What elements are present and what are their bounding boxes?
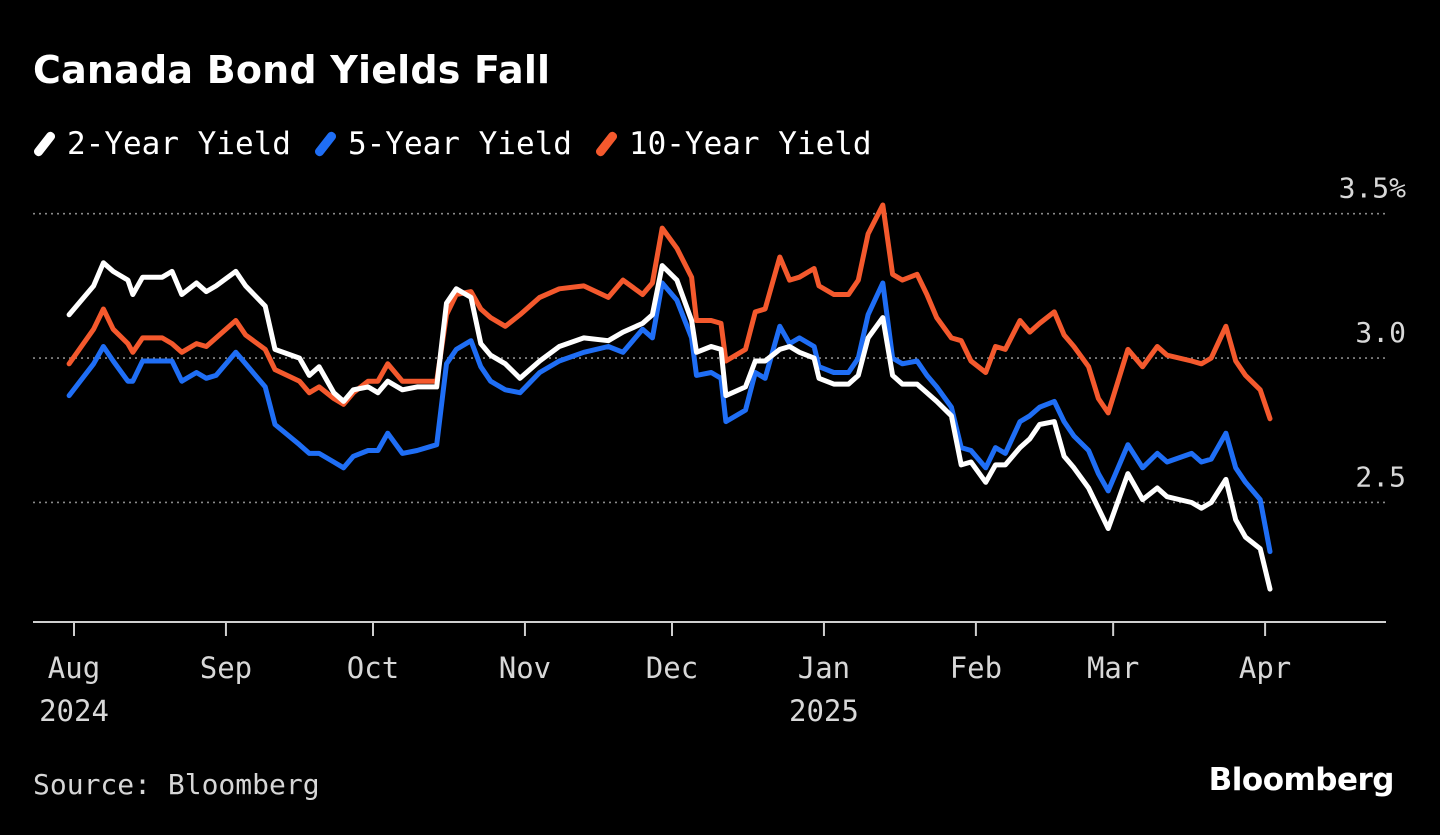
legend-label-5-year: 5-Year Yield: [347, 126, 572, 162]
source-note: Source: Bloomberg: [33, 768, 320, 801]
x-tick-label: Apr: [1239, 651, 1291, 685]
y-tick-label: 2.5: [1355, 460, 1406, 493]
x-tick-label: Aug: [48, 651, 100, 685]
chart-legend: 2-Year Yield 5-Year Yield 10-Year Yield: [32, 124, 896, 164]
x-tick-sublabel: 2025: [789, 694, 859, 728]
legend-label-10-year: 10-Year Yield: [628, 126, 872, 162]
y-tick-label: 3.5%: [1339, 172, 1407, 205]
legend-item-10-year: 10-Year Yield: [594, 126, 872, 162]
x-tick-label: Nov: [499, 651, 551, 685]
series-line-5-year: [66, 280, 1273, 555]
x-tick-label: Mar: [1087, 651, 1139, 685]
series-line-10-year: [66, 202, 1273, 422]
legend-item-5-year: 5-Year Yield: [313, 126, 572, 162]
x-tick-label: Jan: [798, 651, 850, 685]
series-line-2-year: [66, 260, 1273, 592]
x-tick-sublabel: 2024: [39, 694, 109, 728]
y-tick-label: 3.0: [1355, 316, 1406, 349]
x-tick-label: Oct: [347, 651, 399, 685]
chart-title: Canada Bond Yields Fall: [33, 48, 551, 92]
x-tick-label: Feb: [950, 651, 1002, 685]
x-tick-label: Sep: [200, 651, 252, 685]
bloomberg-logo: Bloomberg: [1208, 762, 1395, 798]
legend-label-2-year: 2-Year Yield: [67, 126, 291, 162]
x-tick-label: Dec: [646, 651, 698, 685]
legend-item-2-year: 2-Year Yield: [32, 126, 291, 162]
